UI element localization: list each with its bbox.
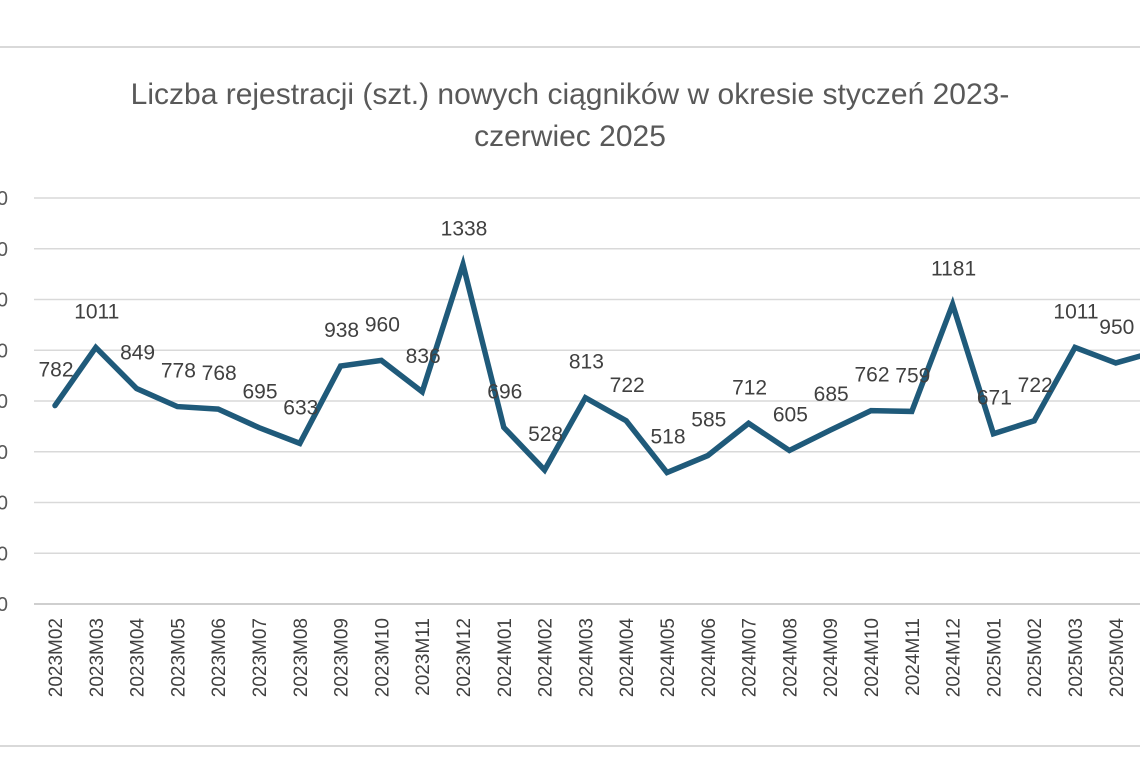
- y-tick-label: 0: [0, 493, 8, 515]
- y-tick-label: 0: [0, 543, 8, 565]
- data-label: 778: [161, 360, 196, 383]
- series-line-group: [52, 254, 1140, 476]
- y-tick-label: 0: [0, 188, 8, 210]
- data-label: 528: [528, 423, 563, 446]
- data-label: 695: [242, 381, 277, 404]
- data-label: 836: [406, 345, 441, 368]
- data-label: 813: [569, 351, 604, 374]
- x-category-label: 2023M05: [168, 618, 189, 697]
- x-category-label: 2024M09: [821, 618, 842, 697]
- data-label: 1181: [931, 257, 976, 280]
- data-label: 762: [854, 364, 889, 387]
- x-category-label: 2023M12: [454, 618, 475, 697]
- chart-frame-top-border: [0, 46, 1140, 48]
- data-label: 585: [691, 409, 726, 432]
- data-label: 849: [120, 342, 155, 365]
- y-tick-label: 0: [0, 391, 8, 413]
- data-label: 768: [202, 362, 237, 385]
- data-label: 938: [324, 319, 359, 342]
- y-tick-label: 0: [0, 290, 8, 312]
- data-label: 605: [773, 403, 808, 426]
- x-category-label: 2023M11: [413, 618, 434, 696]
- data-label: 960: [365, 313, 400, 336]
- data-label: 633: [283, 396, 318, 419]
- data-label: 1338: [441, 217, 488, 240]
- x-category-label: 2024M06: [699, 618, 720, 697]
- x-category-label: 2024M11: [903, 618, 924, 696]
- data-label: 1011: [74, 300, 119, 323]
- data-label: 1011: [1053, 300, 1098, 323]
- x-category-label: 2024M10: [862, 618, 883, 697]
- y-tick-label: 0: [0, 442, 8, 464]
- y-tick-label: 0: [0, 594, 8, 616]
- x-category-label: 2024M07: [740, 618, 761, 697]
- data-label: 950: [1099, 316, 1134, 339]
- data-label: 759: [895, 364, 930, 387]
- x-category-label: 2025M04: [1107, 618, 1128, 698]
- data-label: 722: [610, 374, 645, 397]
- data-label: 722: [1018, 374, 1053, 397]
- x-category-label: 2024M03: [576, 618, 597, 697]
- series-line: [52, 254, 1140, 476]
- x-category-label: 2023M08: [291, 618, 312, 697]
- y-tick-label: 0: [0, 239, 8, 261]
- x-category-label: 2023M06: [209, 618, 230, 697]
- x-axis-category-labels: 2023M02 2023M03 2023M04 2023M05 2023M06 2023M…: [46, 618, 1128, 698]
- chart-title: Liczba rejestracji (szt.) nowych ciągnik…: [130, 78, 1010, 153]
- x-category-label: 2024M04: [617, 618, 638, 698]
- x-category-label: 2023M04: [128, 618, 149, 698]
- x-category-label: 2023M03: [87, 618, 108, 697]
- x-category-label: 2025M01: [984, 618, 1005, 697]
- data-label: 518: [650, 426, 685, 449]
- x-category-label: 2024M02: [536, 618, 557, 697]
- y-axis-tick-labels: 0 0 0 0 0 0 0 0 0: [0, 188, 8, 616]
- x-category-label: 2023M07: [250, 618, 271, 697]
- data-label: 671: [977, 387, 1012, 410]
- data-label: 685: [814, 383, 849, 406]
- x-category-label: 2024M12: [944, 618, 965, 697]
- x-category-label: 2024M08: [780, 618, 801, 697]
- x-category-label: 2023M10: [372, 618, 393, 697]
- y-tick-label: 0: [0, 340, 8, 362]
- x-category-label: 2025M02: [1025, 618, 1046, 697]
- x-category-label: 2023M02: [46, 618, 67, 697]
- x-category-label: 2023M09: [332, 618, 353, 697]
- x-category-label: 2025M03: [1066, 618, 1087, 697]
- x-category-label: 2024M01: [495, 618, 516, 697]
- data-label: 712: [732, 376, 767, 399]
- data-label: 782: [38, 359, 73, 382]
- chart-frame-bottom-border: [0, 745, 1140, 747]
- x-category-label: 2024M05: [658, 618, 679, 697]
- data-label: 696: [487, 380, 522, 403]
